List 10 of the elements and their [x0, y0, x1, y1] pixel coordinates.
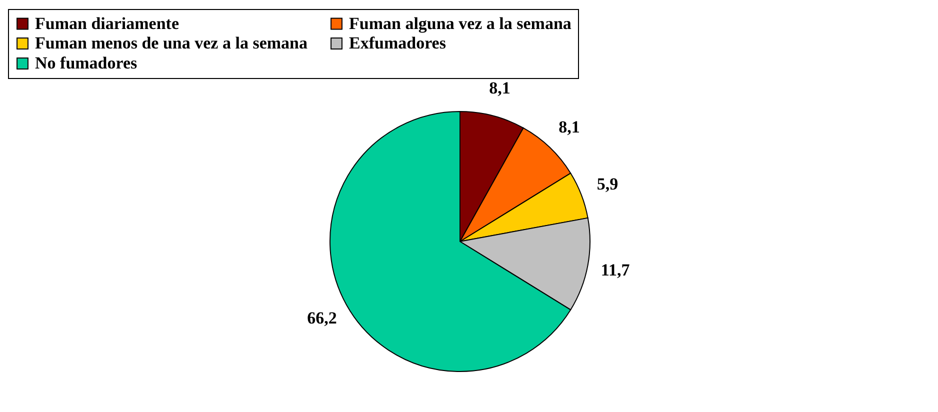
legend-label: Fuman diariamente [35, 14, 180, 33]
legend-label: Fuman menos de una vez a la semana [35, 34, 308, 52]
legend-label: No fumadores [35, 54, 138, 72]
data-label: 8,1 [558, 117, 580, 136]
data-label: 5,9 [596, 174, 618, 194]
data-label: 66,2 [307, 308, 337, 328]
legend-label: Exfumadores [349, 34, 446, 52]
data-label: 8,1 [489, 78, 510, 98]
legend-label: Fuman alguna vez a la semana [349, 14, 572, 33]
data-label: 11,7 [600, 260, 630, 280]
